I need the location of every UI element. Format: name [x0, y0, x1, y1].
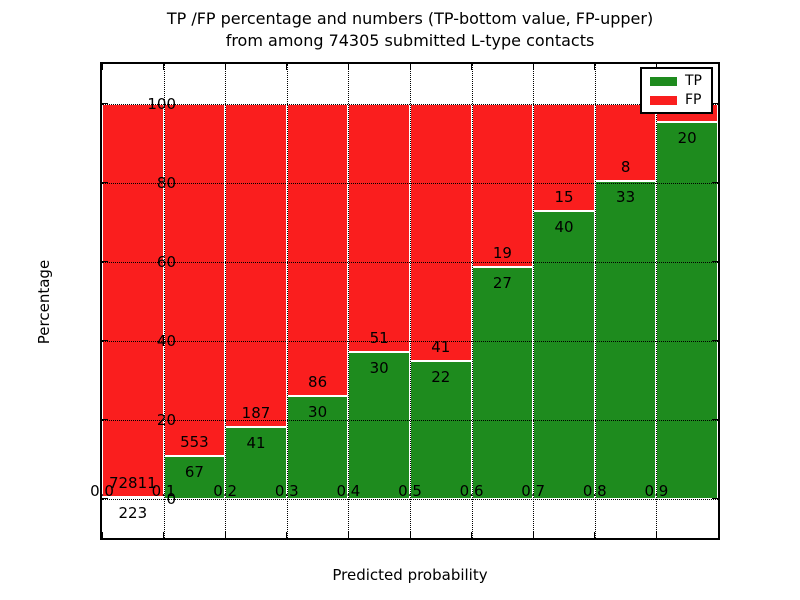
bar-tp-label-2: 41 — [246, 434, 266, 453]
bar-fp-5 — [410, 103, 472, 361]
xtick-bottom-1 — [163, 532, 165, 538]
xtick-label-0.5: 0.5 — [398, 482, 422, 500]
bar-fp-1 — [163, 103, 226, 456]
bar-fp-label-2: 187 — [241, 404, 271, 423]
gridline-x-0.4 — [348, 64, 350, 538]
ytick-right-0 — [712, 498, 718, 499]
xtick-label-0.6: 0.6 — [459, 482, 484, 500]
bar-fp-3 — [286, 103, 349, 397]
bar-tp-label-9: 20 — [677, 129, 697, 148]
ytick-right-60 — [712, 261, 718, 262]
ytick-left-60 — [102, 261, 108, 262]
xtick-bottom-7 — [532, 532, 534, 538]
xtick-bottom-8 — [594, 532, 596, 538]
xtick-bottom-3 — [286, 532, 288, 538]
gridline-x-0.5 — [410, 64, 411, 538]
gridline-x-0.2 — [225, 64, 227, 538]
ytick-left-20 — [102, 419, 108, 420]
xtick-label-0.8: 0.8 — [582, 482, 607, 500]
bar-tp-label-7: 40 — [554, 218, 574, 237]
xtick-label-0.0: 0.0 — [90, 482, 114, 500]
ytick-right-80 — [712, 182, 718, 183]
bar-tp-2 — [225, 427, 287, 499]
xtick-top-1 — [163, 64, 165, 70]
bar-fp-8 — [594, 103, 657, 181]
bar-fp-label-8: 8 — [620, 157, 631, 176]
xtick-label-0.2: 0.2 — [213, 482, 238, 500]
fp-swatch-icon — [650, 95, 677, 105]
xtick-label-0.1: 0.1 — [151, 482, 176, 500]
bar-fp-label-3: 86 — [308, 373, 328, 392]
gridline-x-0.9 — [656, 64, 658, 538]
bar-tp-3 — [286, 396, 349, 499]
legend-entry-tp: TP — [650, 74, 702, 88]
bar-tp-9 — [656, 122, 718, 499]
ytick-right-20 — [712, 419, 718, 420]
gridline-x-0.8 — [594, 64, 596, 538]
bar-tp-label-5: 22 — [431, 367, 451, 386]
xtick-bottom-5 — [409, 532, 411, 538]
xtick-bottom-6 — [471, 532, 473, 538]
chart-title-line1: TP /FP percentage and numbers (TP-bottom… — [166, 9, 654, 28]
ytick-right-100 — [712, 103, 718, 104]
xtick-label-0.3: 0.3 — [274, 482, 299, 500]
xtick-label-0.7: 0.7 — [521, 482, 546, 500]
bar-fp-label-1: 553 — [180, 432, 209, 451]
bar-fp-label-4: 51 — [369, 329, 389, 348]
xtick-top-2 — [224, 64, 226, 70]
xtick-top-7 — [532, 64, 534, 70]
bar-fp-4 — [348, 103, 410, 353]
bar-tp-label-8: 33 — [616, 187, 636, 206]
gridline-x-0.6 — [471, 64, 473, 538]
chart-title-line2: from among 74305 submitted L-type contac… — [225, 31, 595, 50]
bar-tp-7 — [533, 211, 595, 499]
ytick-left-0 — [102, 498, 108, 499]
bar-tp-label-1: 67 — [184, 462, 204, 481]
bar-tp-6 — [471, 266, 534, 499]
ytick-left-40 — [102, 340, 108, 341]
xtick-label-0.9: 0.9 — [644, 482, 669, 500]
chart-title: TP /FP percentage and numbers (TP-bottom… — [100, 8, 720, 52]
bar-tp-4 — [348, 352, 410, 499]
xtick-top-5 — [409, 64, 411, 70]
ytick-left-80 — [102, 182, 108, 183]
bar-fp-label-6: 19 — [492, 243, 512, 262]
legend-label-tp: TP — [685, 73, 702, 89]
bar-tp-label-6: 27 — [492, 273, 512, 292]
xtick-top-0 — [101, 64, 103, 70]
gridline-x-0.7 — [533, 64, 535, 538]
bar-tp-label-4: 30 — [369, 359, 389, 378]
xtick-bottom-4 — [347, 532, 349, 538]
gridline-x-0.1 — [163, 64, 165, 538]
bar-fp-6 — [471, 103, 534, 267]
xtick-bottom-0 — [101, 532, 103, 538]
x-axis-label: Predicted probability — [332, 566, 488, 584]
legend-entry-fp: FP — [650, 93, 702, 107]
legend: TP FP — [640, 67, 713, 114]
xtick-label-0.4: 0.4 — [336, 482, 361, 500]
xtick-top-3 — [286, 64, 288, 70]
bar-fp-label-0: 72811 — [108, 474, 157, 493]
bar-fp-label-5: 41 — [431, 337, 451, 356]
xtick-top-6 — [471, 64, 473, 70]
ytick-right-40 — [712, 340, 718, 341]
bar-fp-0 — [102, 103, 164, 498]
tp-swatch-icon — [650, 76, 677, 86]
xtick-bottom-2 — [224, 532, 226, 538]
bar-fp-2 — [225, 103, 287, 428]
bar-tp-label-3: 30 — [308, 403, 328, 422]
bar-tp-0 — [102, 497, 164, 499]
legend-label-fp: FP — [685, 92, 702, 108]
bar-tp-label-0: 223 — [118, 504, 148, 523]
bar-fp-label-7: 15 — [554, 188, 574, 207]
xtick-top-8 — [594, 64, 596, 70]
xtick-top-4 — [347, 64, 349, 70]
ytick-left-100 — [102, 103, 108, 104]
y-axis-label: Percentage — [35, 259, 53, 345]
gridline-x-0.3 — [286, 64, 288, 538]
xtick-bottom-9 — [655, 532, 657, 538]
plot-area: TP FP 72811 223 553 67 187 41 86 30 51 30 41 22 19 27… — [100, 62, 720, 540]
